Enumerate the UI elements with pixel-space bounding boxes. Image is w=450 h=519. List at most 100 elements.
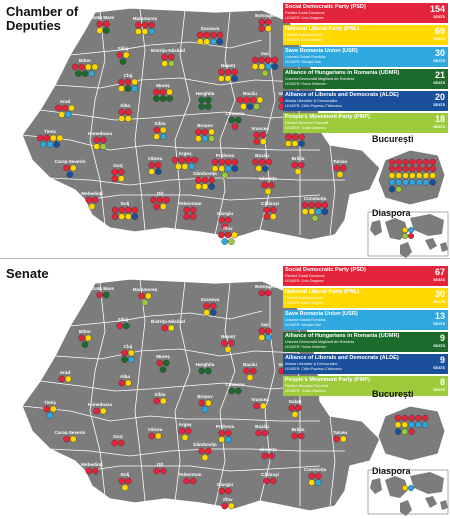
seat-dot-psd — [231, 68, 238, 76]
legend-seat-label: SEATS — [433, 59, 445, 63]
bucharest-seat-dot-pnl — [388, 172, 396, 179]
chamber-legend: Social Democratic Party (PSD) Partidul So… — [283, 3, 448, 135]
seat-dot-udmr — [204, 367, 212, 375]
seat-dot-psd — [183, 477, 190, 485]
bucharest-seat-dot-psd — [422, 158, 430, 166]
seat-dot-psd — [111, 175, 118, 182]
legend-name: Save Romania Union (USR) — [285, 48, 358, 54]
bucharest-seat-dot-pnl — [401, 421, 408, 429]
county-label: Vrancea — [251, 397, 269, 402]
seat-dot-psd — [269, 206, 277, 214]
seat-dot-usr — [40, 141, 47, 148]
seat-dot-psd — [243, 96, 250, 104]
legend-leader: LEADER: Călin Popescu-Tăriceanu — [285, 367, 342, 371]
bucharest-seat-dot-pmp — [401, 428, 408, 435]
seat-dot-pmp — [261, 69, 269, 77]
seat-dot-pnl — [125, 379, 132, 387]
legend-name: People's Movement Party (PMP) — [285, 114, 370, 120]
legend-seats: 67 — [434, 267, 445, 277]
seat-dot-psd — [92, 467, 99, 475]
bucharest-seat-dot-psd — [408, 428, 415, 435]
seat-dot-psd — [178, 156, 185, 164]
seat-dot-psd — [61, 104, 69, 112]
bucharest-seat-dot-pnl — [395, 172, 402, 179]
seat-dot-pnl — [154, 432, 162, 440]
bucharest-seat-dot-pmp — [395, 185, 402, 193]
bucharest-seat-dot-psd — [408, 414, 415, 422]
legend-item-pmp: People's Movement Party (PMP) Partidul Mi… — [283, 376, 448, 396]
legend-name: People's Movement Party (PMP) — [285, 377, 370, 383]
county-border — [89, 11, 106, 226]
bucharest-seat-dot-usr — [416, 179, 423, 186]
legend-seats: 20 — [434, 92, 445, 102]
county-label: Ialomița — [259, 447, 277, 453]
county-label: Mehedinți — [81, 462, 102, 468]
seat-dot-udmr — [228, 387, 235, 395]
legend-seat-label: SEATS — [433, 388, 445, 392]
seat-dot-alde — [271, 63, 279, 70]
county-border — [259, 15, 276, 231]
seat-dot-psd — [118, 108, 125, 116]
legend-seat-label: SEATS — [433, 125, 445, 129]
seat-dot-usr — [314, 479, 322, 486]
legend-seat-label: SEATS — [433, 344, 445, 348]
seat-dot-alde — [208, 183, 215, 190]
seat-dot-psd — [308, 201, 316, 209]
seat-dot-pnl — [240, 103, 247, 110]
seat-dot-pnl — [258, 63, 266, 70]
seat-dot-udmr — [103, 27, 110, 34]
seat-dot-pmp — [221, 171, 229, 179]
seat-dot-psd — [271, 56, 279, 64]
seat-dot-pnl — [166, 88, 173, 96]
seat-dot-udmr — [103, 291, 110, 299]
seat-dot-psd — [118, 477, 125, 485]
seat-dot-psd — [85, 196, 92, 204]
county-border — [84, 194, 321, 201]
seat-dot-psd — [148, 432, 155, 440]
county-label: Gorj — [113, 163, 122, 168]
bucharest-seat-dot-psd — [416, 158, 423, 166]
seat-dot-pnl — [125, 115, 132, 122]
panel-divider — [0, 258, 450, 264]
seat-dot-pnl — [308, 208, 316, 215]
county-label: Ilfov — [223, 497, 233, 502]
seat-dot-psd — [224, 68, 232, 76]
seat-dot-pnl — [339, 435, 347, 443]
legend-name: Alliance of Hungarians in Romania (UDMR) — [285, 333, 400, 339]
world-landmass — [400, 242, 412, 258]
county-label: Olt — [157, 191, 164, 196]
seat-dot-psd — [96, 20, 103, 28]
legend-item-usr: Save Romania Union (USR) Uniunea Salvați … — [283, 310, 448, 330]
seat-dot-psd — [224, 158, 232, 166]
seat-dot-psd — [224, 429, 232, 437]
seat-dot-psd — [184, 427, 192, 435]
legend-name: National Liberal Party (PNL) — [285, 26, 359, 32]
legend-leader: LEADER: Hunor Kelemen — [285, 345, 327, 349]
seat-dot-psd — [153, 397, 160, 405]
bucharest-seat-dot-psd — [388, 165, 396, 173]
seat-dot-pnl — [301, 208, 309, 215]
seat-dot-udmr — [119, 58, 127, 65]
seat-dot-alde — [66, 171, 74, 178]
seat-dot-pmp — [167, 60, 175, 67]
county-border — [134, 8, 146, 231]
seat-dot-psd — [100, 136, 107, 144]
seat-dot-pnl — [203, 309, 210, 316]
bucharest-seat-dot-alde — [394, 428, 402, 435]
seat-dot-psd — [148, 161, 155, 169]
seat-dot-usr — [46, 412, 54, 419]
seat-dot-psd — [195, 128, 202, 136]
seat-dot-psd — [78, 334, 85, 342]
seat-dot-psd — [196, 31, 204, 39]
seat-dot-psd — [85, 467, 92, 475]
seat-dot-psd — [203, 31, 210, 39]
legend-name: Social Democratic Party (PSD) — [285, 4, 366, 10]
seat-dot-pnl — [201, 183, 209, 190]
seat-dot-pnl — [153, 133, 160, 140]
seat-dot-psd — [252, 158, 259, 166]
seat-dot-pnl — [291, 411, 299, 418]
seat-dot-psd — [93, 136, 100, 144]
seat-dot-pnl — [167, 324, 175, 332]
seat-dot-psd — [249, 367, 257, 375]
seat-dot-psd — [209, 31, 217, 39]
